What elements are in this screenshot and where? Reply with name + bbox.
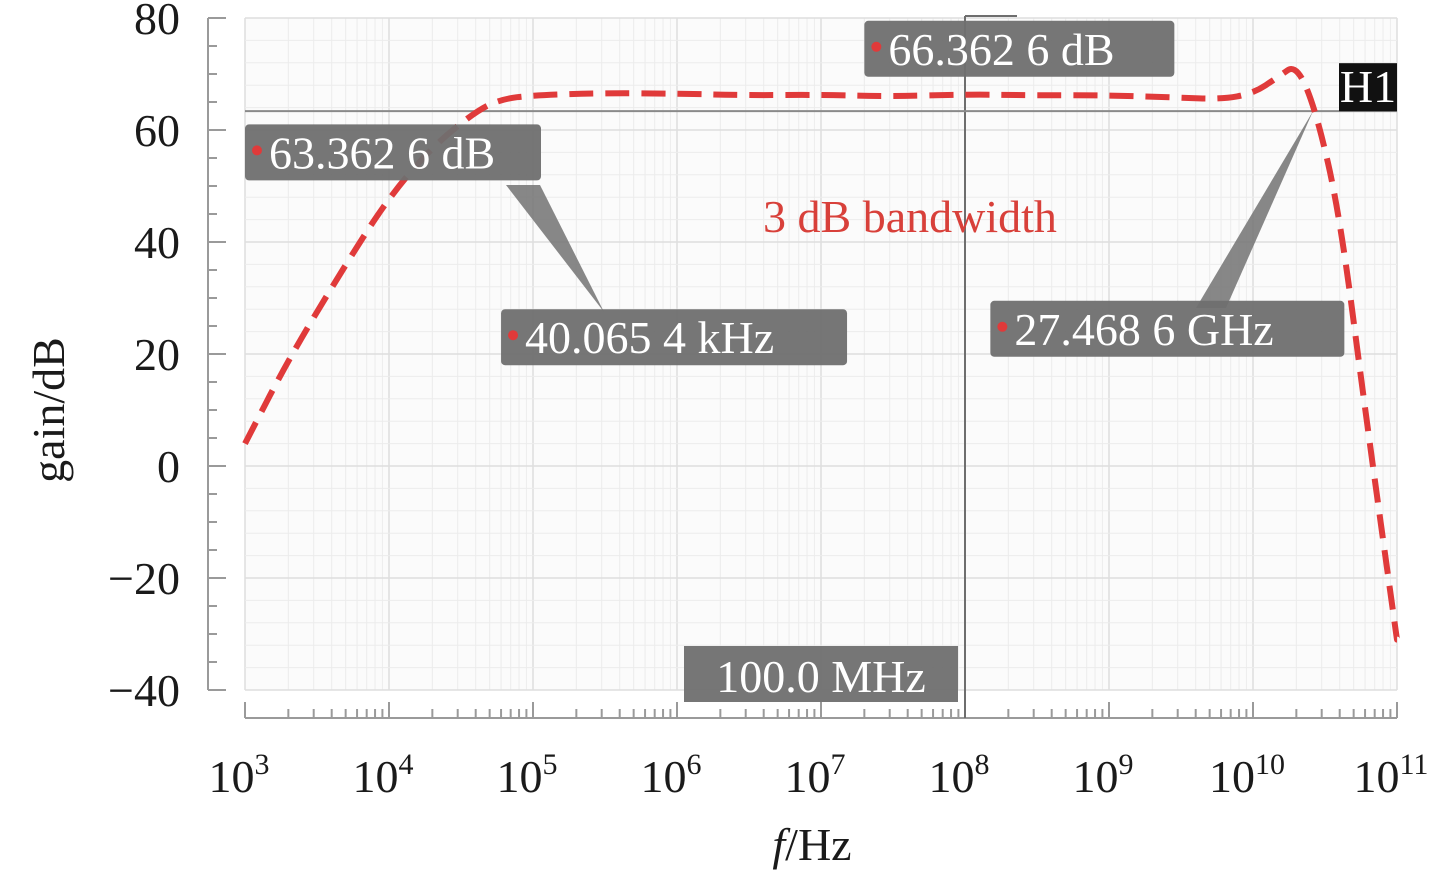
low-cutoff-callout-box (501, 309, 848, 366)
x-tick-label: 106 (641, 748, 702, 802)
callout-layer: 66.362 6 dB 63.362 6 dB 40.065 4 kHz 27.468… (245, 20, 1345, 702)
minus3db-gain-callout-box (245, 124, 541, 181)
x-tick-label: 103 (209, 748, 270, 802)
reference-layer: H1 (245, 15, 1397, 718)
y-tick-label: 60 (134, 105, 180, 156)
y-tick-label: 20 (134, 329, 180, 380)
peak-gain-callout-dot (871, 41, 882, 52)
y-tick-label: 80 (134, 0, 180, 44)
low-cutoff-callout-dot (508, 330, 519, 341)
minus3db-gain-callout-text: 63.362 6 dB (269, 127, 495, 178)
peak-gain-callout-box (864, 20, 1175, 77)
x-tick-label: 104 (353, 748, 414, 802)
x-tick-label: 1010 (1209, 748, 1285, 802)
x-tick-label: 107 (785, 748, 846, 802)
minus3db-gain-callout-dot (252, 145, 262, 156)
bandwidth-annotation: 3 dB bandwidth (763, 191, 1057, 242)
x-axis-label: f/Hz (772, 819, 851, 870)
y-tick-label: −40 (108, 665, 180, 716)
x-axis-label-unit: /Hz (785, 819, 851, 870)
high-cutoff-callout-dot (997, 321, 1008, 332)
y-axis-label: gain/dB (23, 337, 74, 483)
callout-leader (506, 185, 604, 312)
axes: 80 60 40 20 0 −20 −40 103 104 105 106 107 108 109 1010… (108, 0, 1428, 802)
callout-leader (1196, 111, 1313, 309)
cursor-label-text: 100.0 MHz (716, 651, 926, 702)
x-tick-label: 108 (929, 748, 990, 802)
h1-label: H1 (1340, 61, 1396, 112)
low-cutoff-callout-text: 40.065 4 kHz (525, 312, 774, 363)
h1-label-box (1339, 63, 1397, 112)
peak-gain-callout-text: 66.362 6 dB (888, 24, 1114, 75)
x-tick-label: 105 (497, 748, 558, 802)
x-tick-label: 109 (1073, 748, 1134, 802)
x-tick-label: 1011 (1354, 748, 1429, 802)
high-cutoff-callout-text: 27.468 6 GHz (1014, 304, 1273, 355)
y-tick-label: 0 (157, 441, 180, 492)
y-tick-label: −20 (108, 553, 180, 604)
high-cutoff-callout-box (990, 300, 1345, 357)
cursor-label-box (684, 646, 958, 702)
y-tick-label: 40 (134, 217, 180, 268)
